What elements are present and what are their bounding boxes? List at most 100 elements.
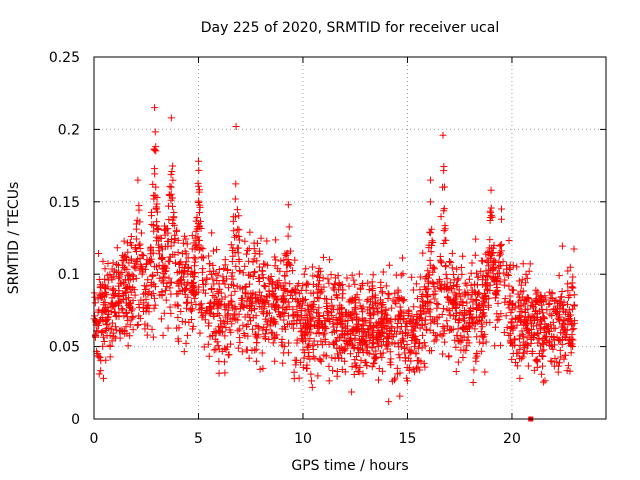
data-point (523, 334, 531, 342)
data-point (554, 302, 562, 310)
data-point (271, 285, 279, 293)
data-point (382, 282, 390, 290)
data-point (295, 374, 303, 382)
data-point (392, 330, 400, 338)
data-point (234, 327, 242, 335)
data-point (511, 304, 519, 312)
data-point (158, 265, 166, 273)
data-point (564, 310, 572, 318)
data-point (200, 343, 208, 351)
data-point (527, 335, 535, 343)
data-point (515, 293, 523, 301)
data-point (491, 277, 499, 285)
data-point (328, 295, 336, 303)
data-point (528, 350, 536, 358)
data-point (512, 314, 520, 322)
data-point (452, 367, 460, 375)
data-point (156, 234, 164, 242)
data-point (416, 273, 424, 281)
data-point (172, 227, 180, 235)
data-point (481, 368, 489, 376)
data-point (395, 295, 403, 303)
data-point (146, 245, 154, 253)
data-point (439, 183, 447, 191)
data-point (297, 358, 305, 366)
data-point (191, 258, 199, 266)
data-point (126, 239, 134, 247)
data-point (417, 358, 425, 366)
data-point (182, 339, 190, 347)
data-point (486, 214, 494, 222)
data-point (521, 306, 529, 314)
data-point (504, 300, 512, 308)
data-point (563, 331, 571, 339)
data-point (428, 241, 436, 249)
data-point (564, 280, 572, 288)
data-point (321, 329, 329, 337)
data-point (163, 279, 171, 287)
data-point (99, 333, 107, 341)
data-point (551, 308, 559, 316)
data-point (347, 350, 355, 358)
data-point (375, 327, 383, 335)
data-point (330, 328, 338, 336)
data-point (414, 363, 422, 371)
data-point (185, 318, 193, 326)
data-point (419, 331, 427, 339)
data-point (260, 282, 268, 290)
data-point (263, 297, 271, 305)
data-point (94, 308, 102, 316)
data-point (221, 344, 229, 352)
data-point (348, 271, 356, 279)
data-point (171, 301, 179, 309)
data-point (250, 245, 258, 253)
data-point (353, 291, 361, 299)
data-point (449, 282, 457, 290)
data-point (254, 297, 262, 305)
data-point (380, 338, 388, 346)
axis-ticks (93, 56, 606, 420)
data-point (311, 321, 319, 329)
data-point (166, 258, 174, 266)
data-point (252, 330, 260, 338)
data-point (569, 273, 577, 281)
data-point (291, 256, 299, 264)
data-point (228, 272, 236, 280)
data-point (464, 291, 472, 299)
data-point (188, 267, 196, 275)
data-point (94, 319, 102, 327)
data-point (187, 270, 195, 278)
data-point (459, 353, 467, 361)
data-point (471, 251, 479, 259)
data-point (404, 377, 412, 385)
data-point (342, 345, 350, 353)
data-point (292, 361, 300, 369)
data-point (209, 332, 217, 340)
data-point (217, 289, 225, 297)
data-point (207, 305, 215, 313)
data-point (97, 367, 105, 375)
data-point (284, 232, 292, 240)
data-point (453, 301, 461, 309)
data-point (376, 350, 384, 358)
data-point (184, 254, 192, 262)
data-point (174, 302, 182, 310)
data-point (135, 312, 143, 320)
data-point (112, 323, 120, 331)
data-point (411, 368, 419, 376)
data-point (265, 335, 273, 343)
data-point (429, 238, 437, 246)
data-point (505, 304, 513, 312)
data-point (353, 322, 361, 330)
data-point (433, 300, 441, 308)
data-point (369, 271, 377, 279)
data-point (222, 346, 230, 354)
data-point (462, 322, 470, 330)
data-point (234, 344, 242, 352)
data-point (210, 280, 218, 288)
data-point (301, 307, 309, 315)
x-tick-label: 5 (194, 431, 203, 447)
data-point (320, 351, 328, 359)
data-point (351, 295, 359, 303)
data-point (403, 340, 411, 348)
